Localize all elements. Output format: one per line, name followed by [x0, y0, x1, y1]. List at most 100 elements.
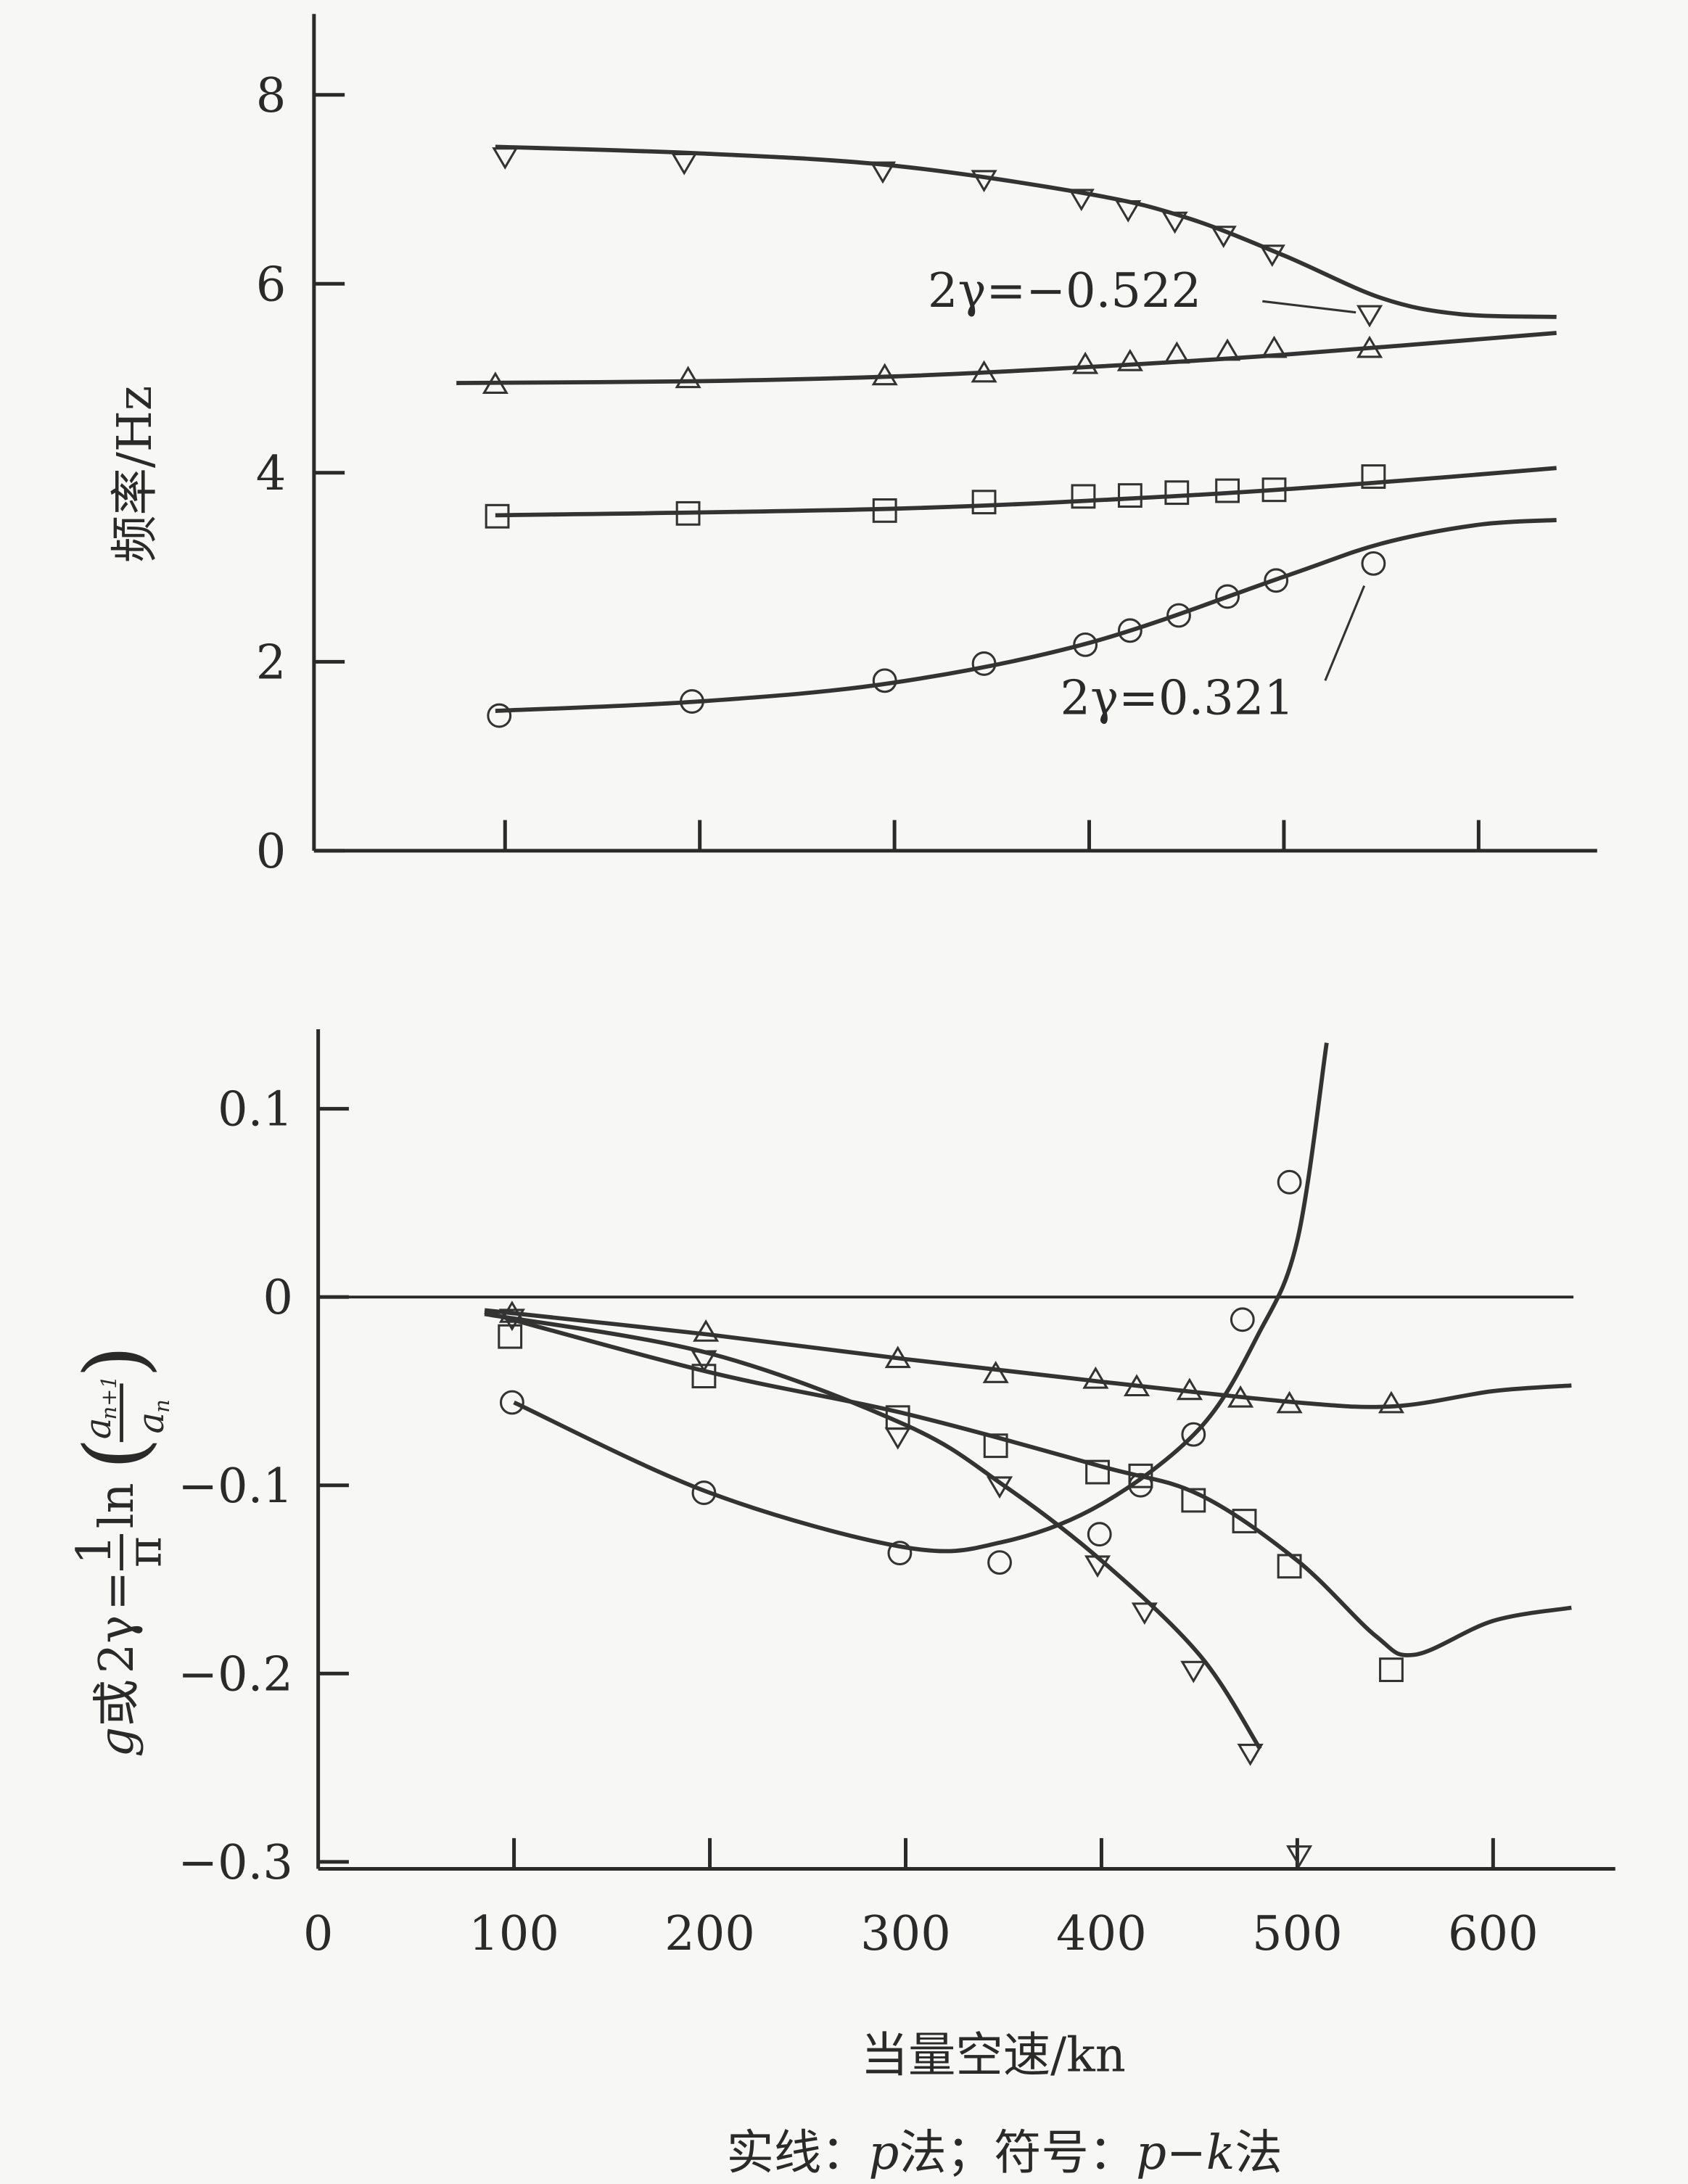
caption: 实线：p法；符号：p−k法 [726, 2125, 1282, 2180]
y-tick-label: 4 [256, 446, 287, 501]
square-series-line [495, 466, 1557, 518]
svg-text:2γ: 2γ [89, 1615, 144, 1674]
y-tick-label: 8 [256, 68, 287, 123]
triangle-up-marker [482, 371, 509, 394]
svg-text:n+1: n+1 [96, 1375, 121, 1419]
svg-text:(: ( [67, 1438, 164, 1470]
square-series-line [484, 1310, 1572, 1657]
circle-marker [1277, 1169, 1302, 1195]
svg-text:g: g [89, 1727, 144, 1757]
triangle-up-marker [693, 1319, 720, 1342]
svg-text:或: 或 [89, 1679, 144, 1726]
triangle-up-marker [498, 1301, 525, 1323]
svg-text:a: a [130, 1412, 172, 1434]
svg-text:=: = [89, 1571, 144, 1611]
svg-text:1: 1 [67, 1535, 122, 1565]
triangle-up-marker [675, 366, 701, 389]
triangle-down-marker [986, 1476, 1013, 1499]
circle-series-line [513, 1042, 1329, 1554]
circle-series-line [495, 518, 1557, 713]
circle-marker [987, 1550, 1012, 1575]
triangle-up-marker [1116, 348, 1143, 371]
triangle-down-marker [1084, 1555, 1111, 1578]
triangle-down-marker [884, 1427, 911, 1450]
square-marker [872, 498, 897, 523]
x-tick-label: 600 [1448, 1906, 1539, 1961]
triangle-down-marker [1180, 1660, 1207, 1684]
circle-marker [680, 689, 704, 714]
square-marker [983, 1433, 1008, 1459]
square-marker [1181, 1488, 1206, 1513]
circle-marker [887, 1541, 913, 1566]
triangle-down-marker [1210, 226, 1237, 248]
square-marker [691, 1364, 717, 1389]
triangle-down-marker [1115, 200, 1142, 223]
triangle-down-marker [691, 1350, 717, 1373]
triangle-up-marker [1072, 351, 1099, 374]
triangle-down-marker [1237, 1743, 1264, 1766]
square-marker [1071, 484, 1096, 509]
svg-text:a: a [77, 1417, 119, 1439]
triangle-down-marker [1161, 211, 1188, 234]
triangle-up-marker [871, 363, 898, 386]
square-marker [1261, 477, 1287, 503]
triangle-up-marker [1356, 335, 1383, 358]
triangle-up-marker [1276, 1390, 1303, 1414]
square-marker [498, 1324, 523, 1349]
x-tick-label: 0 [303, 1906, 334, 1961]
circle-marker [971, 651, 997, 676]
square-marker [1128, 1463, 1153, 1488]
annotation-0321: 2γ=0.321 [1061, 670, 1295, 725]
triangle-up-series-line [484, 1308, 1572, 1409]
triangle-down-marker [498, 1309, 525, 1332]
circle-marker [1215, 584, 1240, 609]
triangle-down-marker [971, 170, 997, 193]
triangle-down-marker [671, 152, 698, 176]
x-tick-label: 100 [469, 1906, 559, 1961]
x-tick-label: 300 [860, 1906, 951, 1961]
svg-text:ln: ln [89, 1483, 144, 1528]
triangle-down-marker [1286, 1845, 1313, 1868]
frequency-chart: 频率/Hz 0 2 4 6 8 2γ=−0.522 2γ=0.321 [107, 14, 1597, 879]
circle-marker [1128, 1472, 1153, 1498]
y-tick-label: 0.1 [218, 1082, 293, 1137]
x-tick-label: 400 [1056, 1906, 1147, 1961]
circle-marker [1117, 618, 1143, 643]
y-tick-label: 6 [256, 257, 287, 312]
y-tick-label: −0.3 [178, 1835, 293, 1890]
circle-marker [872, 668, 897, 693]
y-axis-label-bottom: g 或 2γ = 1 π ln ( a n+1 a n ) [67, 1346, 174, 1757]
square-marker [1215, 478, 1240, 503]
triangle-up-marker [982, 1361, 1009, 1383]
y-tick-label: 0 [256, 824, 287, 879]
square-marker [1232, 1509, 1257, 1533]
square-marker [1117, 483, 1143, 508]
triangle-down-marker [1259, 244, 1285, 268]
triangle-up-marker [1378, 1390, 1405, 1414]
x-axis-label: 当量空速/kn [861, 2027, 1126, 2082]
annotation-leader [1262, 300, 1356, 314]
x-tick-label: 200 [664, 1906, 755, 1961]
circle-marker [499, 1390, 524, 1415]
circle-marker [1230, 1307, 1255, 1332]
circle-marker [1087, 1522, 1112, 1547]
x-tick-label: 500 [1252, 1906, 1343, 1961]
y-tick-label: −0.1 [178, 1459, 293, 1514]
triangle-down-marker [1131, 1602, 1158, 1625]
annotation-leader [1324, 585, 1366, 681]
square-marker [971, 490, 997, 515]
triangle-up-series-line [456, 331, 1557, 385]
y-tick-label: 2 [256, 635, 287, 690]
triangle-down-marker [492, 147, 519, 170]
square-marker [1361, 464, 1386, 489]
damping-chart: g 或 2γ = 1 π ln ( a n+1 a n ) 0 100 200 300… [67, 1029, 1615, 2082]
triangle-up-marker [971, 360, 997, 383]
triangle-down-marker [869, 161, 897, 184]
y-tick-label: −0.2 [178, 1647, 293, 1702]
y-axis-label-top: 频率/Hz [107, 386, 162, 563]
triangle-up-marker [1082, 1366, 1109, 1389]
triangle-up-marker [1176, 1377, 1203, 1401]
triangle-up-marker [1164, 341, 1190, 364]
